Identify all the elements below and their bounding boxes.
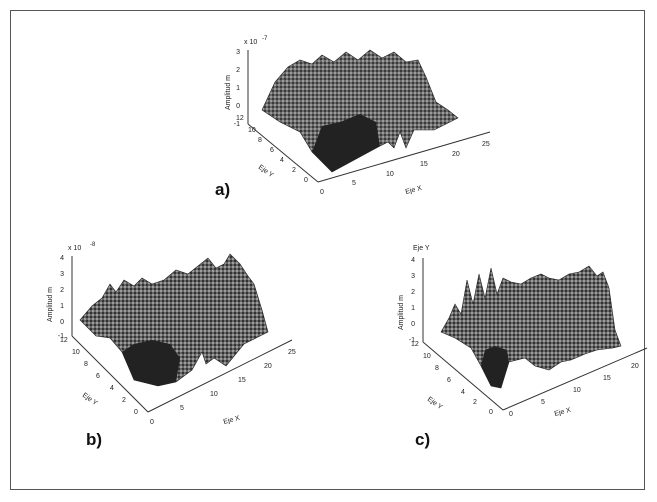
z-tick: 0 [411, 321, 415, 328]
y-tick: 8 [258, 137, 262, 144]
y-axis-label: Eje Y [81, 392, 99, 407]
y-tick: 12 [411, 341, 419, 348]
y-tick: 0 [489, 409, 493, 416]
x-tick: 20 [452, 151, 460, 158]
x-tick: 5 [541, 399, 545, 406]
y-tick: 6 [270, 147, 274, 154]
z-tick: 4 [411, 257, 415, 264]
x-axis-label: Eje X [405, 185, 423, 196]
y-tick: 0 [304, 177, 308, 184]
x-tick: 0 [320, 189, 324, 196]
z-scale: x 10 [68, 245, 81, 252]
y-tick: 10 [248, 127, 256, 134]
panel-label-a: a) [215, 180, 231, 199]
panel-label-c: c) [415, 430, 431, 449]
y-tick: 4 [280, 157, 284, 164]
y-tick: 12 [236, 115, 244, 122]
x-tick: 10 [573, 387, 581, 394]
z-exponent: -8 [90, 242, 96, 248]
z-tick: 1 [60, 303, 64, 310]
z-tick: 2 [411, 289, 415, 296]
y-tick: 6 [447, 377, 451, 384]
surface-plot-b-svg: 4 3 2 1 0 -1 x 10 -8 Amplitud m 12 10 8 … [47, 242, 296, 426]
y-tick: 0 [134, 409, 138, 416]
y-tick: 6 [96, 373, 100, 380]
x-tick: 15 [420, 161, 428, 168]
z-tick: 4 [60, 255, 64, 262]
z-tick: -1 [58, 333, 64, 340]
x-tick: 25 [482, 141, 490, 148]
z-axis-label: Amplitud m [398, 295, 405, 330]
surface-plot-b: 4 3 2 1 0 -1 x 10 -8 Amplitud m 12 10 8 … [30, 240, 315, 430]
surface-plot-a: 3 2 1 0 -1 x 10 -7 Amplitud m 12 10 8 6 … [200, 22, 505, 207]
y-tick: 4 [110, 385, 114, 392]
z-tick: 0 [236, 103, 240, 110]
x-tick: 15 [238, 377, 246, 384]
x-tick: 10 [210, 391, 218, 398]
y-tick: 8 [435, 365, 439, 372]
surface-plot-a-svg: 3 2 1 0 -1 x 10 -7 Amplitud m 12 10 8 6 … [225, 36, 491, 196]
z-tick: 3 [411, 273, 415, 280]
surface-plot-c-svg: 4 3 2 1 0 -1 Eje Y Amplitud m 12 10 8 6 … [398, 245, 648, 418]
z-tick: 2 [60, 287, 64, 294]
y-tick: 8 [84, 361, 88, 368]
x-tick: 5 [180, 405, 184, 412]
z-axis-label: Amplitud m [225, 75, 232, 110]
z-exponent: -7 [262, 36, 268, 42]
panel-label-b: b) [86, 430, 103, 449]
x-axis-label: Eje X [554, 407, 572, 418]
z-tick: 3 [60, 271, 64, 278]
y-tick: 2 [473, 399, 477, 406]
x-tick: 5 [352, 180, 356, 187]
y-tick: 4 [461, 389, 465, 396]
y-tick: 2 [292, 167, 296, 174]
y-tick: 12 [60, 337, 68, 344]
z-tick: 1 [236, 85, 240, 92]
z-tick: 2 [236, 67, 240, 74]
z-scale: Eje Y [413, 245, 430, 252]
x-tick: 10 [386, 171, 394, 178]
y-tick: 10 [423, 353, 431, 360]
x-tick: 20 [631, 363, 639, 370]
surface-plot-c: 4 3 2 1 0 -1 Eje Y Amplitud m 12 10 8 6 … [385, 238, 650, 423]
x-tick: 15 [603, 375, 611, 382]
x-tick: 25 [288, 349, 296, 356]
z-tick: 1 [411, 305, 415, 312]
y-axis-label: Eje Y [257, 164, 275, 179]
y-axis-label: Eje Y [426, 396, 444, 411]
z-tick: -1 [234, 121, 240, 128]
z-scale: x 10 [244, 39, 257, 46]
x-axis-label: Eje X [223, 415, 241, 426]
z-axis-label: Amplitud m [47, 287, 54, 322]
x-tick: 0 [150, 419, 154, 426]
y-tick: 10 [72, 349, 80, 356]
z-tick: 0 [60, 319, 64, 326]
z-tick: -1 [409, 337, 415, 344]
z-tick: 3 [236, 49, 240, 56]
y-tick: 2 [122, 397, 126, 404]
x-tick: 20 [264, 363, 272, 370]
x-tick: 0 [509, 411, 513, 418]
